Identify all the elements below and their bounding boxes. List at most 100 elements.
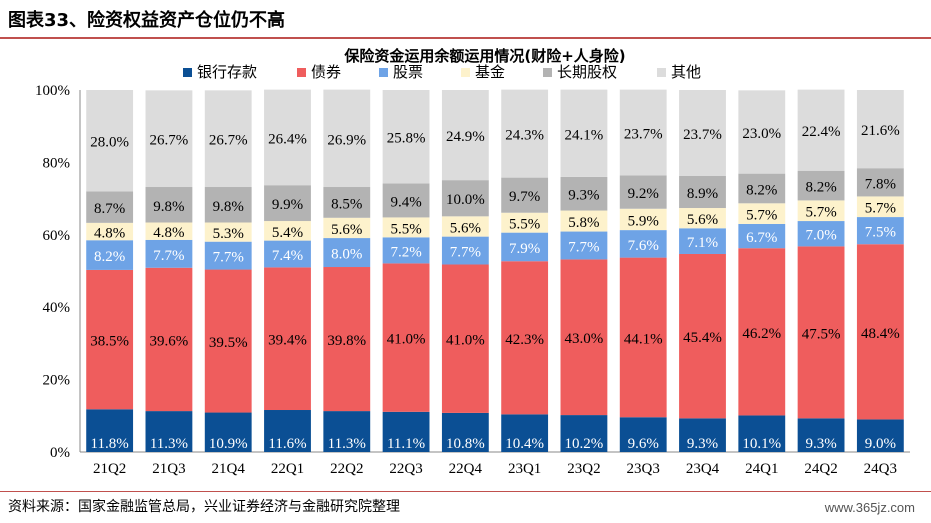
data-label: 42.3% [505,332,544,348]
legend-swatch-4 [543,68,552,77]
data-label: 8.2% [94,249,125,265]
data-label: 39.4% [268,333,307,349]
data-label: 9.8% [213,199,244,215]
bar-segment-24Q3-1 [856,244,904,420]
bar-segment-23Q3-2 [619,230,667,258]
data-label: 11.3% [150,436,188,452]
stacked-bar-chart: 保险资金运用余额运用情况(财险+人身险) 银行存款 债券 股票 基金 长期股权 其他 0% 20… [35,47,910,477]
data-label: 11.6% [268,436,306,452]
data-label: 10.9% [209,436,248,452]
data-label: 5.7% [865,201,896,217]
chart-title: 保险资金运用余额运用情况(财险+人身险) [343,47,625,65]
bar-segment-22Q2-2 [323,238,371,268]
legend-label-3: 基金 [475,63,505,81]
y-tick-label: 0% [50,445,70,461]
data-label: 26.9% [327,132,366,148]
x-tick-label: 21Q4 [212,461,246,477]
data-label: 28.0% [90,135,129,151]
data-label: 41.0% [446,333,485,349]
data-label: 9.0% [865,436,896,452]
legend-label-0: 银行存款 [197,63,257,81]
legend-swatch-3 [461,68,470,77]
data-label: 9.9% [272,197,303,213]
y-tick-label: 40% [43,300,71,316]
bar-segment-24Q2-4 [797,170,845,201]
bar-segment-21Q3-0 [145,411,193,452]
y-tick-label: 60% [43,228,71,244]
bar-segment-22Q3-0 [382,411,430,452]
legend-label-4: 长期股权 [557,63,617,81]
data-label: 5.6% [331,222,362,238]
data-label: 48.4% [861,326,900,342]
bar-segment-21Q2-4 [86,191,134,223]
bar-segment-23Q2-1 [560,259,608,416]
data-label: 8.2% [805,180,836,196]
bar-segment-22Q2-3 [323,217,371,239]
data-label: 24.9% [446,129,485,145]
x-tick-label: 22Q4 [449,461,483,477]
data-label: 21.6% [861,123,900,139]
y-tick-label: 20% [43,373,71,389]
data-label: 39.8% [327,333,366,349]
bar-segment-23Q1-3 [501,212,549,233]
data-label: 7.7% [568,239,599,255]
data-label: 41.0% [387,332,426,348]
bar-segment-22Q3-1 [382,263,430,412]
bar-segment-22Q1-4 [264,185,311,222]
bar-segment-22Q4-4 [441,180,489,217]
bar-segment-22Q4-3 [441,216,489,237]
data-label: 7.6% [628,238,659,254]
bar-segment-23Q3-3 [619,208,667,231]
data-label: 44.1% [624,331,663,347]
x-tick-label: 23Q3 [627,461,660,477]
bar-segment-21Q2-2 [86,240,134,270]
data-label: 5.9% [628,213,659,229]
bar-segment-22Q3-4 [382,183,430,218]
x-tick-label: 24Q2 [804,461,837,477]
data-label: 5.5% [509,217,540,233]
bar-segment-21Q2-3 [86,222,134,241]
bar-segment-24Q3-4 [856,168,904,197]
bar-segment-21Q2-1 [86,269,134,410]
watermark: www.365jz.com [824,500,915,515]
legend-label-5: 其他 [671,63,701,81]
data-label: 9.8% [153,199,184,215]
data-label: 8.7% [94,201,125,217]
data-label: 5.4% [272,225,303,241]
bar-segment-23Q4-4 [679,175,726,209]
data-label: 43.0% [565,331,604,347]
bar-segment-22Q3-5 [382,90,430,184]
data-label: 7.7% [213,250,244,266]
bar-segment-22Q4-1 [441,264,489,413]
bar-segment-24Q1-2 [738,223,786,249]
data-label: 9.6% [628,436,659,452]
bar-segment-21Q4-3 [204,222,252,242]
bar-segment-24Q1-0 [738,415,786,452]
bar-segment-23Q4-3 [679,208,726,229]
data-label: 26.7% [150,133,189,149]
bar-segment-23Q4-1 [679,253,726,419]
data-label: 5.8% [568,215,599,231]
data-label: 11.8% [91,436,129,452]
bar-segment-22Q3-3 [382,217,430,238]
bar-segment-22Q2-1 [323,267,371,412]
data-label: 5.3% [213,226,244,242]
data-label: 9.3% [568,188,599,204]
bar-segment-24Q3-2 [856,217,904,245]
data-label: 10.1% [742,436,781,452]
bar-segment-22Q2-0 [323,411,371,452]
legend-label-1: 债券 [311,63,341,81]
bar-segment-24Q2-1 [797,246,845,419]
title-divider [0,37,931,39]
bar-segment-23Q1-1 [501,261,549,415]
data-label: 8.5% [331,196,362,212]
data-label: 5.6% [687,212,718,228]
data-label: 9.4% [390,194,421,210]
bar-segment-23Q2-0 [560,415,608,452]
bar-segment-24Q1-1 [738,248,786,416]
x-tick-label: 23Q4 [686,461,720,477]
bar-segment-23Q1-5 [501,89,549,178]
bar-segment-22Q4-0 [441,412,489,452]
data-label: 5.7% [746,208,777,224]
data-label: 10.8% [446,436,485,452]
